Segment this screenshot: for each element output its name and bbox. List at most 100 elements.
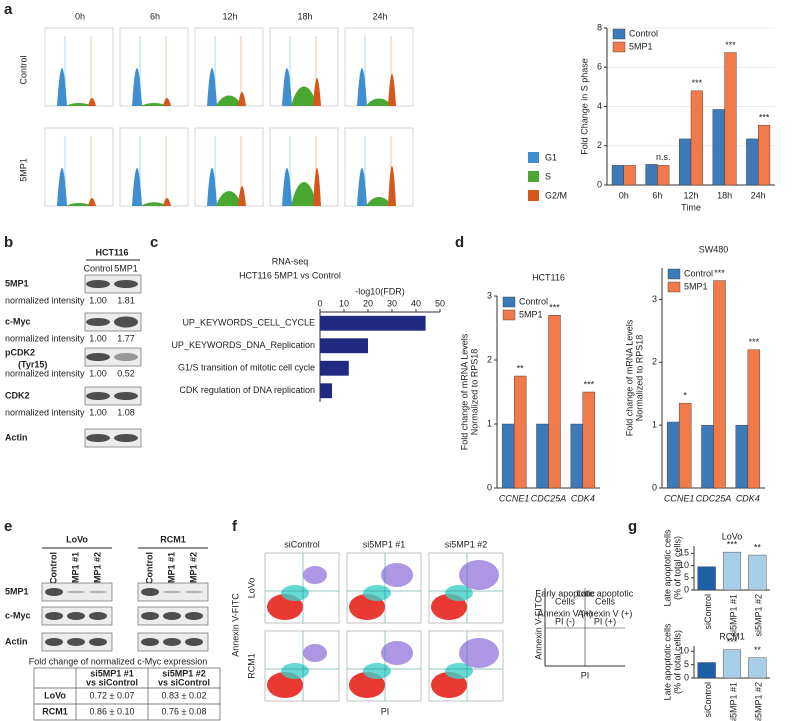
- bar: [722, 551, 742, 591]
- intensity-label: normalized intensity: [5, 368, 85, 378]
- legend-swatch: [528, 190, 539, 201]
- intensity-label: normalized intensity: [5, 295, 85, 305]
- blot-band: [89, 612, 107, 620]
- quadrant-label: Late apoptotic: [577, 588, 634, 598]
- histogram-g2m: [238, 92, 246, 106]
- blot-band: [67, 638, 85, 646]
- x-tick-label: 18h: [717, 190, 732, 200]
- histogram-g2m: [313, 168, 321, 206]
- dot-cloud: [363, 585, 391, 601]
- x-tick-label: siControl: [703, 594, 713, 630]
- panel-label: b: [4, 234, 13, 251]
- y-tick-label: 15: [679, 548, 689, 558]
- histogram-g2m: [388, 74, 396, 106]
- table-frame: [33, 667, 221, 721]
- legend-label: 5MP1: [684, 281, 708, 291]
- chart-subtitle: HCT116 5MP1 vs Control: [239, 270, 341, 280]
- y-axis-label: Normalized to RPS18: [469, 349, 479, 436]
- table-header: si5MP1 #1: [90, 668, 134, 678]
- dot-cloud: [459, 638, 499, 668]
- blot-band: [86, 434, 110, 442]
- histogram-g2m: [313, 78, 321, 106]
- y-axis-label: Fold change of mRNA Levels: [624, 319, 634, 436]
- blot-band: [114, 392, 138, 400]
- x-tick-label: 40: [411, 298, 421, 308]
- row-label: RCM1: [246, 653, 256, 679]
- dot-cloud: [381, 563, 413, 587]
- intensity-value: 1.00: [89, 407, 107, 417]
- x-tick-label: CDC25A: [696, 493, 732, 503]
- quadrant-label: Annexin V (+): [538, 608, 593, 618]
- bar: [320, 383, 332, 399]
- significance: ***: [725, 40, 736, 50]
- blot-band: [86, 318, 110, 326]
- bar: [513, 375, 527, 489]
- x-tick-label: CCNE1: [499, 493, 530, 503]
- legend-label: Control: [519, 296, 548, 306]
- blot-band: [45, 638, 63, 646]
- legend-label: S: [545, 171, 551, 181]
- x-tick-label: CCNE1: [664, 493, 695, 503]
- y-tick-label: 1: [652, 420, 657, 430]
- significance: **: [754, 645, 762, 655]
- bar: [758, 124, 771, 186]
- dot-cloud: [281, 585, 309, 601]
- blot-band: [141, 638, 159, 646]
- blot: [84, 428, 142, 448]
- x-tick-label: si5MP1 #2: [754, 594, 764, 637]
- lane-label: Control: [83, 263, 112, 273]
- column-header: si5MP1 #2: [445, 539, 488, 549]
- chart-title: RNA-seq: [272, 256, 309, 266]
- x-tick-label: si5MP1 #2: [754, 682, 764, 721]
- histogram-g2m: [88, 198, 96, 206]
- quadrant-x-label: PI: [581, 670, 590, 680]
- histogram-frame: [344, 27, 414, 107]
- y-axis-label: (% of total cells): [672, 630, 682, 694]
- x-tick-label: 0: [317, 298, 322, 308]
- x-tick-label: CDK4: [571, 493, 595, 503]
- blot-band: [163, 638, 181, 646]
- panel-label: f: [232, 518, 238, 535]
- significance: ***: [714, 268, 725, 278]
- table-row-header: LoVo: [44, 690, 66, 700]
- blot-band: [89, 638, 107, 646]
- table-cell: 0.83 ± 0.02: [162, 690, 207, 700]
- panel-label: d: [455, 234, 464, 251]
- dot-cloud: [445, 585, 473, 601]
- histogram-s: [141, 202, 167, 206]
- y-axis-label: Fold Change in S phase: [579, 58, 589, 155]
- bar: [611, 165, 624, 186]
- table-header: si5MP1 #2: [162, 668, 206, 678]
- lane-label: si5MP1 #1: [166, 552, 176, 596]
- blot-band: [86, 353, 110, 361]
- lane-label: 5MP1: [114, 263, 138, 273]
- row-label: 5MP1: [18, 158, 28, 182]
- panel-label: g: [628, 518, 637, 535]
- blot-band: [86, 280, 110, 288]
- histogram-s: [216, 191, 242, 206]
- group-label: LoVo: [66, 534, 88, 544]
- panel-label: e: [4, 518, 12, 535]
- dot-cloud: [381, 641, 413, 665]
- bar: [320, 360, 349, 376]
- blot-row-label: c-Myc: [5, 316, 31, 326]
- bar: [679, 138, 692, 186]
- blot-row-label: Actin: [5, 432, 28, 442]
- bar: [748, 554, 767, 591]
- column-header: siControl: [284, 539, 320, 549]
- table-cell: 0.72 ± 0.07: [90, 690, 135, 700]
- histogram-s: [141, 103, 167, 106]
- intensity-value: 1.08: [117, 407, 135, 417]
- blot-band: [141, 588, 159, 596]
- chart-title: SW480: [699, 244, 729, 254]
- significance: **: [517, 363, 525, 373]
- blot-band: [141, 612, 159, 620]
- blot-band: [185, 612, 203, 620]
- bar: [747, 349, 761, 489]
- column-header: si5MP1 #1: [363, 539, 406, 549]
- blot-band: [185, 638, 203, 646]
- bar: [712, 109, 725, 186]
- x-tick-label: CDC25A: [531, 493, 567, 503]
- histogram-g1: [57, 168, 67, 206]
- chart-title: RCM1: [719, 631, 745, 641]
